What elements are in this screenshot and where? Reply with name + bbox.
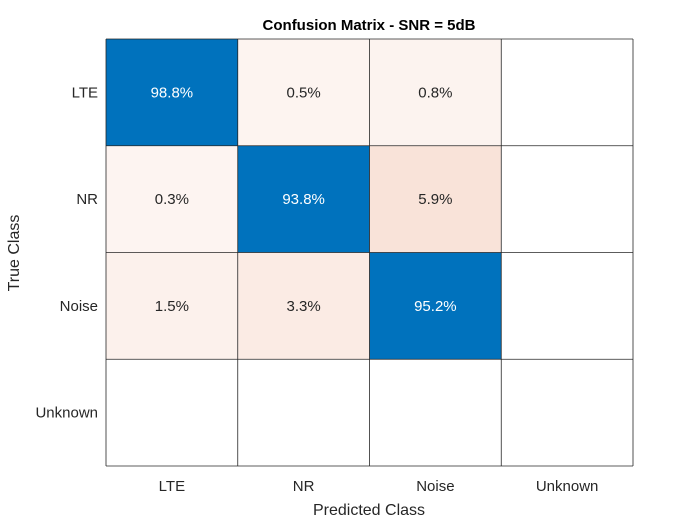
matrix-grid [105,38,634,467]
y-tick-label: Unknown [35,405,98,422]
x-tick-labels: LTE NR Noise Unknown [159,478,599,495]
chart-title: Confusion Matrix - SNR = 5dB [263,17,476,34]
cell-value-label: 3.3% [287,298,321,315]
cell-value-label: 0.3% [155,191,189,208]
matrix-cell [369,359,502,466]
y-tick-label: LTE [72,84,98,101]
y-axis-label: True Class [6,215,23,292]
matrix-cell [237,252,370,360]
matrix-cell [237,359,370,466]
matrix-cell [501,145,633,253]
matrix-cell [106,39,238,146]
matrix-cell [369,39,502,146]
cell-value-label: 98.8% [151,84,194,101]
cell-value-label: 0.8% [418,84,452,101]
matrix-cell [369,145,502,253]
x-tick-label: Noise [416,478,454,495]
matrix-cell [106,359,238,466]
cell-value-label: 1.5% [155,298,189,315]
matrix-cell [369,252,502,360]
cell-value-label: 5.9% [418,191,452,208]
matrix-cells: 98.8% 0.5% 0.8% 0.3% 93.8% 5.9% 1.5% 3.3% 95.2% [106,39,633,466]
cell-value-label: 93.8% [282,191,325,208]
cell-value-label: 95.2% [414,298,457,315]
matrix-cell [106,145,238,253]
matrix-cell [237,39,370,146]
cell-value-label: 0.5% [287,84,321,101]
x-axis-label: Predicted Class [313,502,425,519]
y-tick-label: Noise [60,298,98,315]
matrix-cell [501,39,633,146]
matrix-cell [501,359,633,466]
x-tick-label: LTE [159,478,185,495]
y-tick-label: NR [76,191,98,208]
matrix-cell [106,252,238,360]
y-tick-labels: LTE NR Noise Unknown [35,84,98,421]
x-tick-label: NR [293,478,315,495]
matrix-cell [501,252,633,360]
matrix-cell [237,145,370,253]
x-tick-label: Unknown [536,478,599,495]
